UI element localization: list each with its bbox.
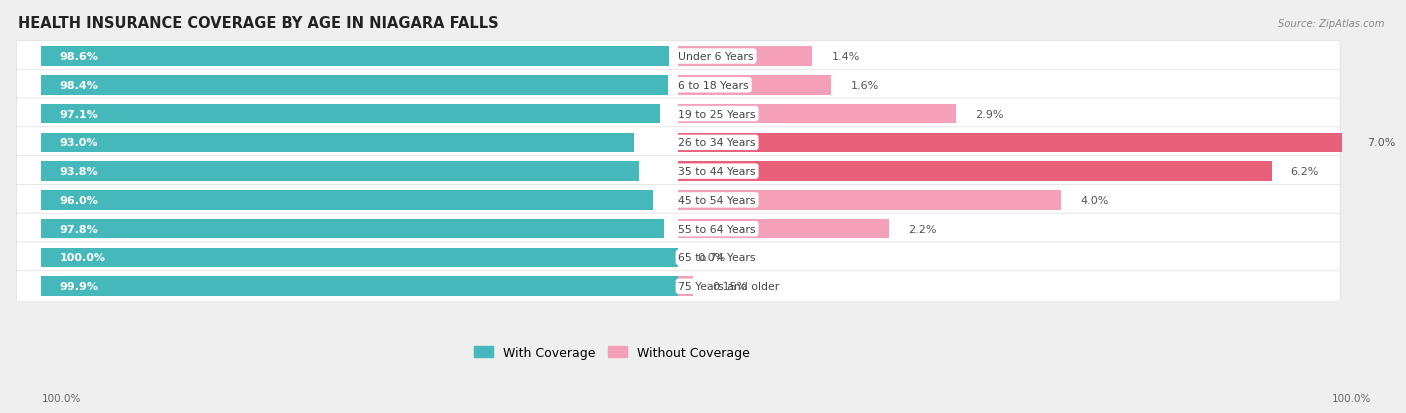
Text: 97.8%: 97.8% bbox=[59, 224, 98, 234]
FancyBboxPatch shape bbox=[17, 156, 1340, 187]
Text: 1.4%: 1.4% bbox=[831, 52, 860, 62]
Bar bbox=[41, 248, 678, 268]
Bar bbox=[41, 76, 668, 95]
Text: 75 Years and older: 75 Years and older bbox=[678, 282, 779, 292]
Text: 93.0%: 93.0% bbox=[59, 138, 98, 148]
Text: 55 to 64 Years: 55 to 64 Years bbox=[678, 224, 756, 234]
Text: 98.6%: 98.6% bbox=[59, 52, 98, 62]
Bar bbox=[41, 277, 678, 296]
Text: 0.0%: 0.0% bbox=[697, 253, 725, 263]
Text: 65 to 74 Years: 65 to 74 Years bbox=[678, 253, 756, 263]
Text: 4.0%: 4.0% bbox=[1080, 195, 1108, 205]
Legend: With Coverage, Without Coverage: With Coverage, Without Coverage bbox=[470, 341, 755, 364]
Text: 7.0%: 7.0% bbox=[1367, 138, 1396, 148]
Bar bbox=[678, 219, 889, 239]
FancyBboxPatch shape bbox=[17, 128, 1340, 159]
Text: 100.0%: 100.0% bbox=[59, 253, 105, 263]
Text: 1.6%: 1.6% bbox=[851, 81, 879, 90]
Text: HEALTH INSURANCE COVERAGE BY AGE IN NIAGARA FALLS: HEALTH INSURANCE COVERAGE BY AGE IN NIAG… bbox=[17, 16, 498, 31]
Bar bbox=[41, 219, 664, 239]
Text: 96.0%: 96.0% bbox=[59, 195, 98, 205]
Text: 0.15%: 0.15% bbox=[711, 282, 747, 292]
Text: Under 6 Years: Under 6 Years bbox=[678, 52, 754, 62]
Bar bbox=[678, 133, 1348, 153]
Bar bbox=[678, 191, 1062, 210]
Bar bbox=[678, 162, 1271, 181]
Bar bbox=[678, 76, 831, 95]
Text: 45 to 54 Years: 45 to 54 Years bbox=[678, 195, 756, 205]
Text: 98.4%: 98.4% bbox=[59, 81, 98, 90]
FancyBboxPatch shape bbox=[17, 185, 1340, 216]
Bar bbox=[678, 277, 693, 296]
Bar bbox=[678, 104, 956, 124]
FancyBboxPatch shape bbox=[17, 41, 1340, 72]
Bar bbox=[41, 104, 659, 124]
Bar bbox=[41, 191, 652, 210]
Text: 26 to 34 Years: 26 to 34 Years bbox=[678, 138, 756, 148]
Text: 6 to 18 Years: 6 to 18 Years bbox=[678, 81, 749, 90]
FancyBboxPatch shape bbox=[17, 214, 1340, 244]
Bar bbox=[41, 47, 669, 66]
Bar bbox=[678, 47, 813, 66]
Text: 2.2%: 2.2% bbox=[908, 224, 936, 234]
Text: 6.2%: 6.2% bbox=[1291, 167, 1319, 177]
FancyBboxPatch shape bbox=[17, 242, 1340, 273]
Text: Source: ZipAtlas.com: Source: ZipAtlas.com bbox=[1278, 19, 1385, 28]
Text: 97.1%: 97.1% bbox=[59, 109, 98, 119]
FancyBboxPatch shape bbox=[17, 271, 1340, 302]
Bar bbox=[41, 162, 638, 181]
Text: 2.9%: 2.9% bbox=[974, 109, 1004, 119]
Bar bbox=[41, 133, 634, 153]
Text: 100.0%: 100.0% bbox=[1331, 393, 1371, 403]
FancyBboxPatch shape bbox=[17, 70, 1340, 101]
FancyBboxPatch shape bbox=[17, 99, 1340, 130]
Text: 100.0%: 100.0% bbox=[42, 393, 82, 403]
Text: 99.9%: 99.9% bbox=[59, 282, 98, 292]
Text: 93.8%: 93.8% bbox=[59, 167, 98, 177]
Text: 35 to 44 Years: 35 to 44 Years bbox=[678, 167, 756, 177]
Text: 19 to 25 Years: 19 to 25 Years bbox=[678, 109, 756, 119]
